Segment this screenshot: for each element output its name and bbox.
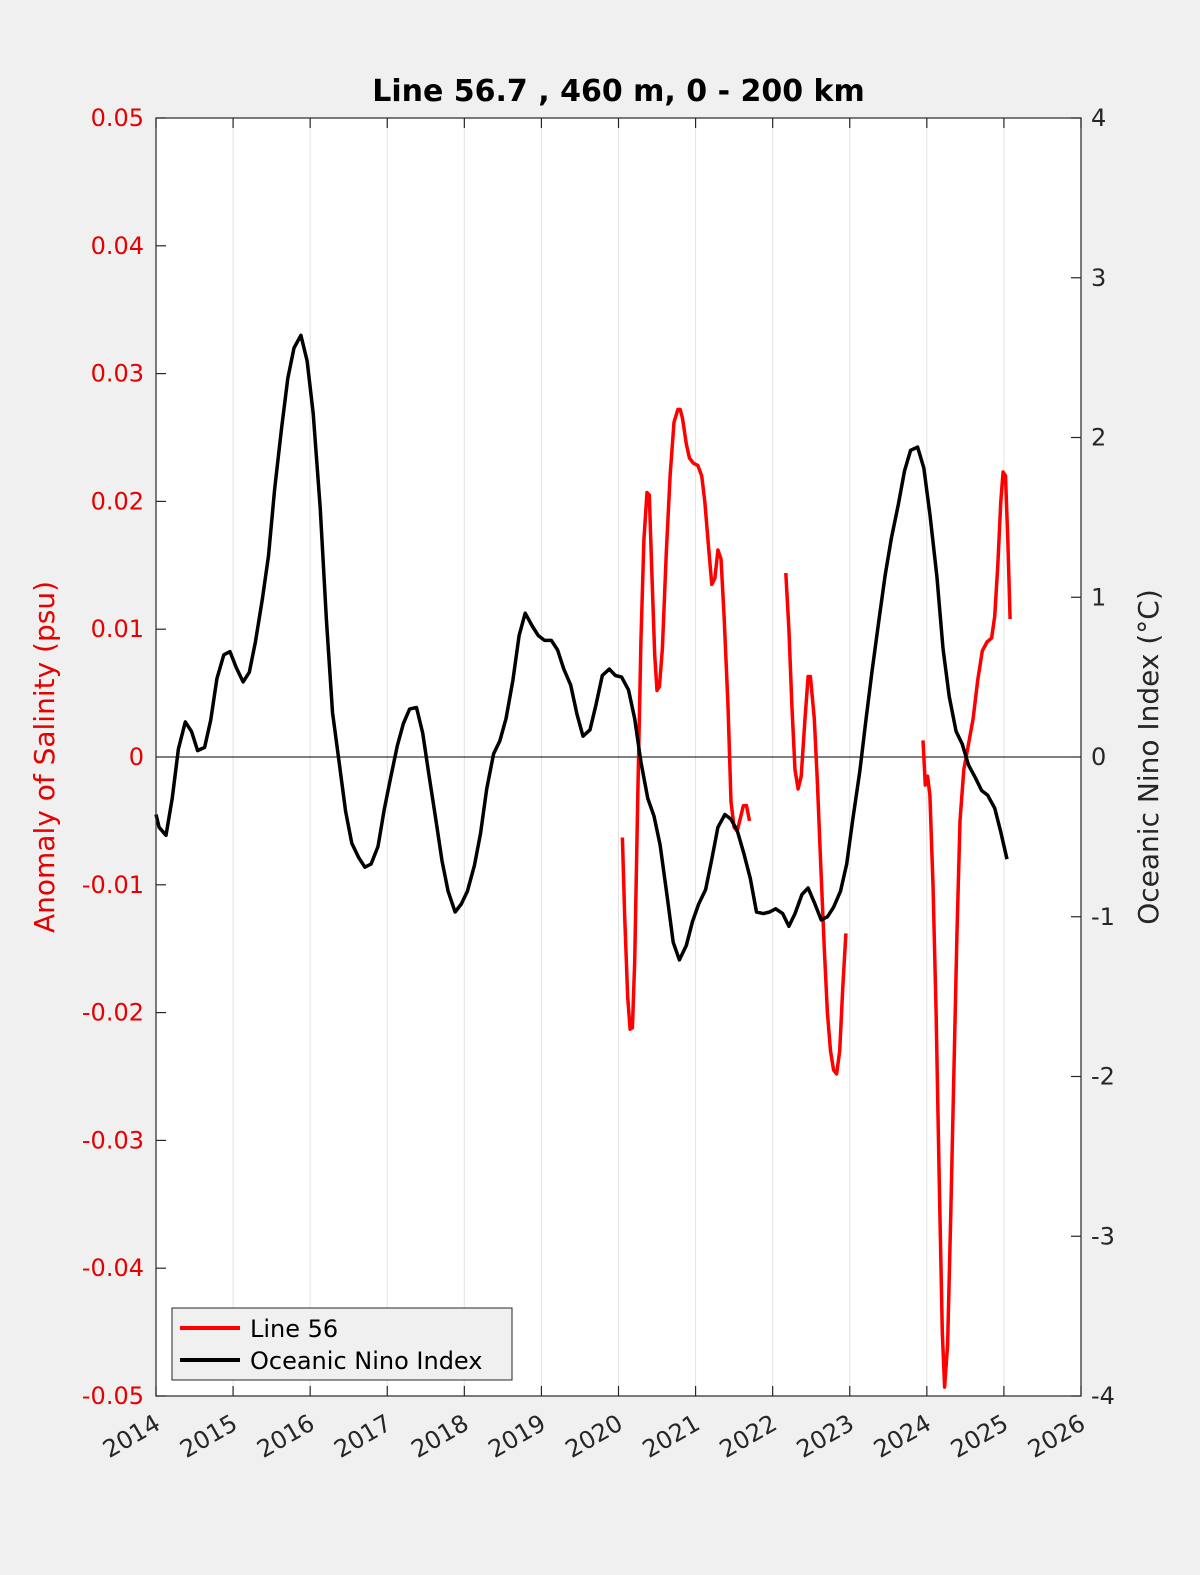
tick-labels: 2014 2015 2016 2017 2018 2019 2020 2021 2022 2023…: [82, 104, 1115, 1464]
series-layer: [154, 333, 1012, 1389]
y-right-tick-label: -1: [1091, 903, 1115, 931]
y-right-tick-label: -4: [1091, 1382, 1115, 1410]
y-left-tick-label: -0.03: [82, 1126, 144, 1154]
legend-box: [171, 1307, 513, 1381]
line-56-segment-1: [784, 572, 848, 1076]
y-left-tick-label: 0.02: [91, 487, 144, 515]
line-56-segment-2: [921, 470, 1012, 1389]
legend: Line 56 Oceanic Nino Index: [171, 1307, 513, 1381]
chart-title: Line 56.7 , 460 m, 0 - 200 km: [372, 74, 865, 109]
y-left-tick-label: -0.05: [82, 1382, 144, 1410]
y-right-tick-label: 0: [1091, 743, 1106, 771]
y-left-tick-label: 0.03: [91, 360, 144, 388]
legend-label-line-56: Line 56: [250, 1315, 338, 1343]
y-axis-label-left: Anomaly of Salinity (psu): [28, 581, 61, 933]
y-right-tick-label: 1: [1091, 583, 1106, 611]
y-left-tick-label: 0.04: [91, 232, 144, 260]
ticks: [155, 117, 1082, 1397]
line-56-segment-0: [620, 407, 752, 1031]
y-right-tick-label: 3: [1091, 264, 1106, 292]
y-left-tick-label: -0.01: [82, 871, 144, 899]
y-right-tick-label: 2: [1091, 424, 1106, 452]
y-right-tick-label: -3: [1091, 1222, 1115, 1250]
y-left-tick-label: 0.01: [91, 615, 144, 643]
y-axis-label-right: Oceanic Nino Index (°C): [1132, 589, 1165, 925]
y-right-tick-label: 4: [1091, 104, 1106, 132]
y-left-tick-label: -0.02: [82, 999, 144, 1027]
y-left-tick-label: 0.05: [91, 104, 144, 132]
oni-line-segment-0: [154, 333, 1009, 962]
legend-label-oni: Oceanic Nino Index: [250, 1347, 482, 1375]
y-right-tick-label: -2: [1091, 1063, 1115, 1091]
y-left-tick-label: 0: [129, 743, 144, 771]
y-left-tick-label: -0.04: [82, 1254, 144, 1282]
